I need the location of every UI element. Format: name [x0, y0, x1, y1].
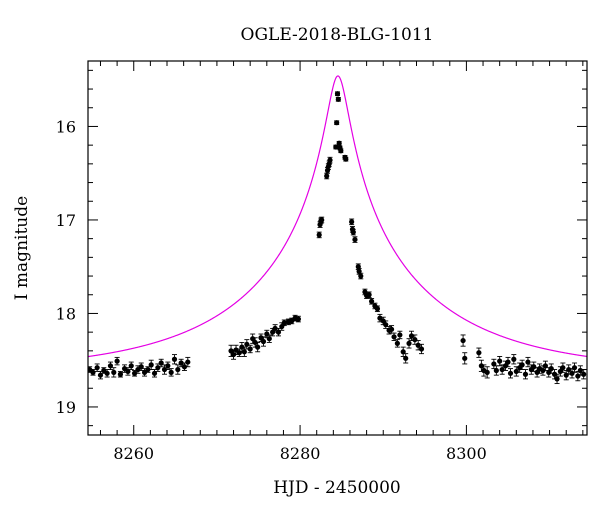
data-point: [333, 144, 339, 150]
data-point: [368, 298, 375, 305]
data-point: [460, 334, 466, 347]
data-point: [327, 156, 333, 164]
data-point: [175, 364, 181, 375]
y-axis-label: I magnitude: [12, 196, 32, 300]
data-point: [403, 353, 409, 364]
data-point: [128, 361, 134, 370]
data-point: [272, 324, 278, 333]
data-point: [400, 346, 406, 357]
data-point: [335, 96, 341, 102]
data-point: [266, 334, 272, 343]
data-point: [571, 362, 578, 373]
data-point: [507, 368, 514, 379]
data-point: [295, 315, 302, 323]
model-curve: [88, 75, 587, 358]
data-point: [247, 344, 253, 354]
data-point: [352, 236, 358, 243]
data-point: [281, 319, 287, 327]
data-point: [181, 362, 188, 371]
plot-frame: [87, 60, 588, 436]
data-point: [358, 272, 364, 280]
x-tick-label: 8260: [113, 444, 154, 463]
data-point: [275, 327, 282, 337]
data-point: [493, 365, 499, 376]
data-point: [178, 358, 184, 368]
data-point: [168, 368, 174, 377]
data-point: [406, 338, 412, 349]
data-point: [338, 148, 344, 154]
data-point: [554, 373, 560, 385]
data-point: [491, 358, 497, 370]
data-point: [418, 343, 425, 355]
data-point: [511, 354, 517, 365]
data-point: [397, 330, 403, 340]
data-point: [484, 366, 490, 379]
y-tick-label: 18: [56, 304, 76, 323]
data-point: [324, 172, 330, 180]
data-point: [560, 362, 566, 373]
data-point: [148, 359, 154, 370]
data-point: [336, 140, 342, 146]
data-point: [525, 356, 531, 368]
data-point: [316, 231, 322, 239]
data-point: [394, 339, 400, 348]
data-point: [350, 228, 356, 236]
data-point: [151, 369, 158, 378]
data-point: [255, 341, 261, 353]
data-point: [334, 120, 340, 126]
data-point: [171, 354, 178, 365]
y-tick-label: 16: [56, 117, 76, 136]
y-tick-label: 17: [56, 211, 76, 230]
data-point: [319, 216, 325, 224]
data-point: [165, 361, 171, 370]
data-point: [131, 370, 138, 377]
data-point: [476, 347, 482, 358]
data-point: [366, 291, 372, 299]
data-point: [161, 364, 168, 375]
data-point: [383, 320, 389, 329]
data-point: [536, 363, 543, 374]
data-point: [117, 370, 124, 378]
data-point: [158, 358, 164, 368]
data-point: [349, 218, 355, 226]
chart-title: OGLE-2018-BLG-1011: [241, 25, 434, 45]
data-point: [391, 332, 397, 342]
plot-area: [88, 75, 587, 385]
y-tick-label: 19: [56, 398, 76, 417]
data-point: [111, 367, 117, 378]
data-point: [114, 356, 120, 366]
data-point: [260, 336, 267, 347]
x-tick-label: 8300: [446, 444, 487, 463]
x-tick-label: 8280: [280, 444, 321, 463]
data-point: [522, 369, 529, 380]
data-point: [264, 329, 270, 339]
data-point: [107, 361, 114, 370]
data-point: [94, 363, 100, 372]
data-point: [185, 356, 191, 368]
x-axis-label: HJD - 2450000: [273, 478, 401, 498]
data-point: [497, 356, 503, 367]
data-point: [374, 305, 381, 313]
data-point: [462, 352, 468, 365]
axis-ticks: 8260 8280 8300 16 17 18 19: [56, 61, 587, 463]
data-point: [343, 156, 349, 162]
data-point: [334, 91, 341, 97]
data-point: [505, 356, 511, 368]
